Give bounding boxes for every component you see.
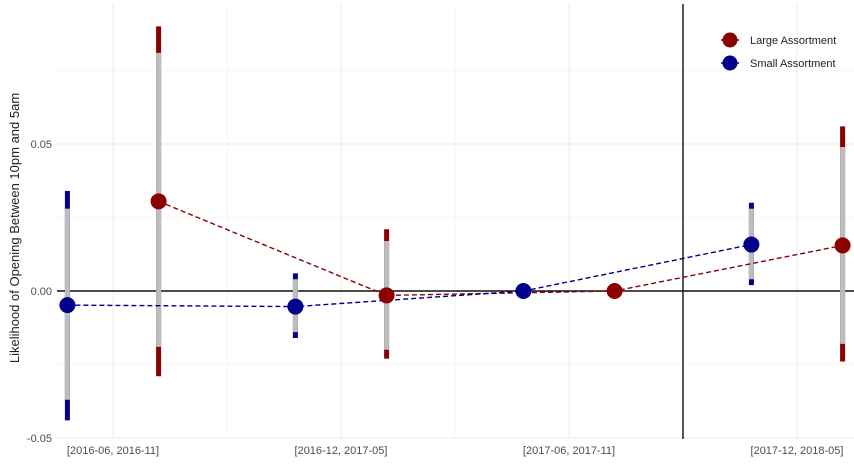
y-axis-label: Likelihood of Opening Between 10pm and 5…: [7, 93, 22, 363]
y-tick-label: 0.00: [31, 286, 52, 298]
data-point: [515, 283, 532, 299]
legend-label: Small Assortment: [750, 58, 836, 70]
legend-label: Large Assortment: [750, 35, 836, 47]
data-point: [150, 193, 167, 210]
data-point: [743, 236, 760, 253]
data-point: [59, 297, 76, 314]
grid-layer: [57, 4, 854, 439]
x-tick-label: [2016-06, 2016-11]: [67, 445, 159, 457]
series-line-0: [158, 200, 843, 297]
data-point: [378, 287, 395, 304]
data-point: [606, 283, 623, 299]
y-tick-label: -0.05: [27, 433, 52, 445]
legend: Large Assortment Small Assortment: [721, 32, 836, 71]
reference-lines: [57, 4, 854, 439]
data-point: [834, 237, 851, 254]
x-tick-label: [2017-12, 2018-05]: [751, 445, 844, 457]
x-tick-label: [2016-12, 2017-05]: [295, 445, 388, 457]
y-tick-label: 0.05: [31, 139, 52, 151]
legend-key-marker: [722, 32, 738, 48]
series-points: [59, 193, 851, 315]
x-tick-label: [2017-06, 2017-11]: [523, 445, 615, 457]
series-lines: [67, 200, 843, 308]
data-point: [287, 298, 304, 315]
legend-key-marker: [722, 55, 738, 71]
axes: -0.05 0.00 0.05 [2016-06, 2016-11] [2016-12,…: [27, 139, 844, 457]
series-line-1: [67, 243, 752, 308]
